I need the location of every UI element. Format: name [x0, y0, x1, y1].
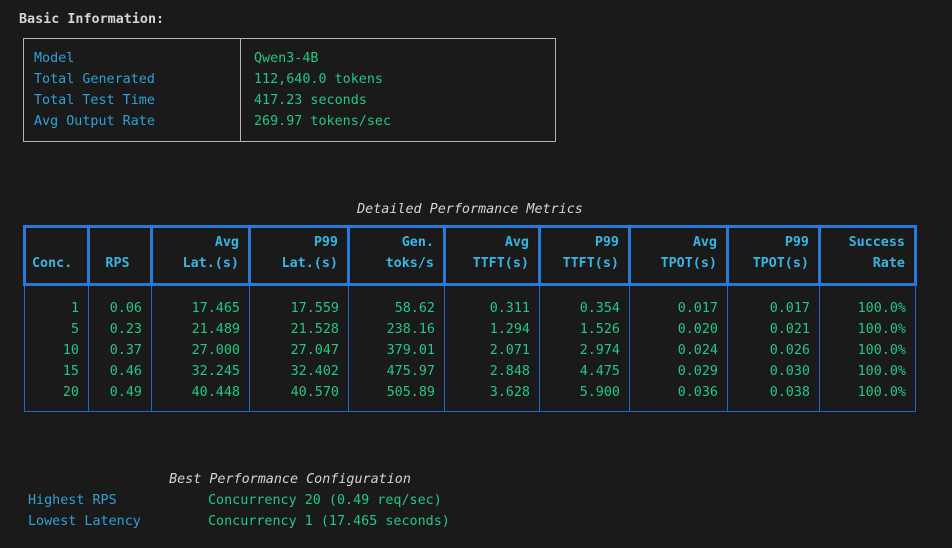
- table-cell: 2.974: [539, 340, 630, 361]
- info-value: 269.97 tokens/sec: [254, 114, 392, 129]
- performance-table: Conc. RPS Avg Lat.(s) P99 Lat.(s) Gen. toks/s Av…: [23, 225, 917, 412]
- table-cell: 100.0%: [819, 382, 916, 412]
- table-cell: 0.029: [629, 361, 728, 382]
- table-cell: 0.06: [88, 284, 152, 319]
- table-cell: 5: [24, 319, 89, 340]
- info-label: Avg Output Rate: [34, 114, 155, 129]
- table-cell: 505.89: [348, 382, 445, 412]
- basic-info-title: Basic Information:: [19, 12, 165, 27]
- column-header: P99 TTFT(s): [538, 225, 631, 286]
- table-cell: 1: [24, 284, 89, 319]
- metrics-table-title: Detailed Performance Metrics: [357, 202, 583, 217]
- basic-info-table: Model Total Generated Total Test Time Avg O…: [23, 38, 556, 142]
- table-row: 15 0.46 32.245 32.402 475.97 2.848 4.475 0.029 0…: [24, 361, 916, 382]
- best-config-rows: Highest RPS Concurrency 20 (0.49 req/sec)…: [0, 490, 952, 532]
- table-cell: 32.245: [151, 361, 250, 382]
- table-cell: 10: [24, 340, 89, 361]
- table-cell: 40.570: [249, 382, 349, 412]
- best-config-row: Highest RPS Concurrency 20 (0.49 req/sec): [28, 490, 952, 511]
- table-cell: 0.036: [629, 382, 728, 412]
- table-cell: 1.294: [444, 319, 540, 340]
- table-cell: 0.017: [727, 284, 820, 319]
- table-cell: 238.16: [348, 319, 445, 340]
- terminal-output: Basic Information: Model Total Generated T…: [0, 9, 952, 532]
- info-label: Total Test Time: [34, 93, 155, 108]
- table-cell: 0.021: [727, 319, 820, 340]
- column-header: RPS: [87, 225, 153, 286]
- table-cell: 20: [24, 382, 89, 412]
- column-header: P99 TPOT(s): [726, 225, 821, 286]
- table-cell: 2.071: [444, 340, 540, 361]
- table-cell: 0.354: [539, 284, 630, 319]
- best-config-label: Highest RPS: [28, 493, 117, 508]
- table-cell: 2.848: [444, 361, 540, 382]
- table-cell: 100.0%: [819, 284, 916, 319]
- best-config-title: Best Performance Configuration: [169, 472, 411, 487]
- column-header: Conc.: [23, 225, 90, 286]
- table-cell: 0.017: [629, 284, 728, 319]
- table-cell: 475.97: [348, 361, 445, 382]
- table-row: 20 0.49 40.448 40.570 505.89 3.628 5.900 0.036 0…: [24, 382, 916, 412]
- info-label: Model: [34, 51, 75, 66]
- info-value: 417.23 seconds: [254, 93, 367, 108]
- info-labels-column: Model Total Generated Total Test Time Avg O…: [24, 39, 241, 141]
- metrics-body: 1 0.06 17.465 17.559 58.62 0.311 0.354 0.017 0.0…: [24, 284, 916, 412]
- table-cell: 17.465: [151, 284, 250, 319]
- table-cell: 0.311: [444, 284, 540, 319]
- column-header: P99 Lat.(s): [248, 225, 350, 286]
- table-cell: 5.900: [539, 382, 630, 412]
- table-row: 5 0.23 21.489 21.528 238.16 1.294 1.526 0.020 0.…: [24, 319, 916, 340]
- table-cell: 379.01: [348, 340, 445, 361]
- table-cell: 0.49: [88, 382, 152, 412]
- table-cell: 100.0%: [819, 361, 916, 382]
- table-cell: 58.62: [348, 284, 445, 319]
- table-cell: 17.559: [249, 284, 349, 319]
- table-cell: 4.475: [539, 361, 630, 382]
- best-config-row: Lowest Latency Concurrency 1 (17.465 seco…: [28, 511, 952, 532]
- info-value: Qwen3-4B: [254, 51, 319, 66]
- table-cell: 0.46: [88, 361, 152, 382]
- column-header: Success Rate: [818, 225, 917, 286]
- table-cell: 0.030: [727, 361, 820, 382]
- best-config-label: Lowest Latency: [28, 514, 141, 529]
- table-cell: 15: [24, 361, 89, 382]
- table-cell: 27.000: [151, 340, 250, 361]
- table-cell: 21.489: [151, 319, 250, 340]
- table-cell: 0.23: [88, 319, 152, 340]
- table-cell: 100.0%: [819, 340, 916, 361]
- table-cell: 0.024: [629, 340, 728, 361]
- metrics-header-row: Conc. RPS Avg Lat.(s) P99 Lat.(s) Gen. toks/s Av…: [23, 225, 917, 286]
- table-cell: 40.448: [151, 382, 250, 412]
- table-cell: 0.020: [629, 319, 728, 340]
- table-cell: 1.526: [539, 319, 630, 340]
- info-label: Total Generated: [34, 72, 155, 87]
- table-cell: 27.047: [249, 340, 349, 361]
- table-cell: 100.0%: [819, 319, 916, 340]
- table-cell: 3.628: [444, 382, 540, 412]
- table-cell: 21.528: [249, 319, 349, 340]
- table-cell: 0.37: [88, 340, 152, 361]
- info-value: 112,640.0 tokens: [254, 72, 383, 87]
- table-cell: 32.402: [249, 361, 349, 382]
- best-config-value: Concurrency 20 (0.49 req/sec): [208, 493, 442, 508]
- table-row: 10 0.37 27.000 27.047 379.01 2.071 2.974 0.024 0…: [24, 340, 916, 361]
- table-cell: 0.038: [727, 382, 820, 412]
- column-header: Avg TPOT(s): [628, 225, 729, 286]
- best-config-value: Concurrency 1 (17.465 seconds): [208, 514, 450, 529]
- info-values-column: Qwen3-4B 112,640.0 tokens 417.23 seconds 26…: [241, 39, 555, 141]
- table-row: 1 0.06 17.465 17.559 58.62 0.311 0.354 0.017 0.0…: [24, 284, 916, 319]
- column-header: Avg Lat.(s): [150, 225, 251, 286]
- column-header: Avg TTFT(s): [443, 225, 541, 286]
- table-cell: 0.026: [727, 340, 820, 361]
- column-header: Gen. toks/s: [347, 225, 446, 286]
